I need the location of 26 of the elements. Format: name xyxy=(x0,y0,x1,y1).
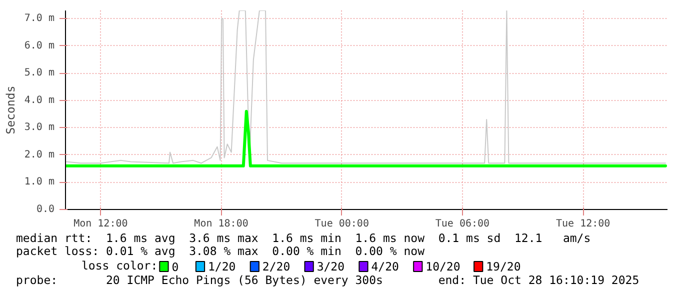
y-tick-label: 6.0 m xyxy=(24,40,55,52)
legend-label: 0 xyxy=(172,260,179,274)
text: probe: 20 ICMP Echo Pings (56 Bytes) every 300s end: Tue Oct 28 16:10:19 2025 xyxy=(16,273,640,287)
line-series xyxy=(66,10,666,164)
text: median rtt: 1.6 ms avg 3.6 ms max 1.6 ms min 1.6 ms now 0.1 ms sd 12.1 am/s xyxy=(16,231,591,245)
x-tick-label: Tue 00:00 xyxy=(314,218,369,230)
y-tick-label: 4.0 m xyxy=(24,94,55,106)
text: packet loss: 0.01 % avg 3.08 % max 0.00 % min 0.00 % now xyxy=(16,244,424,258)
y-tick-label: 3.0 m xyxy=(24,122,55,134)
y-tick-label: 0.0 xyxy=(36,204,54,215)
x-tick-label: Mon 18:00 xyxy=(194,218,248,230)
legend-label: 1/20 xyxy=(208,260,236,274)
x-tick-label: Tue 06:00 xyxy=(435,218,490,230)
y-tick-label: 5.0 m xyxy=(24,68,55,79)
y-tick-label: 7.0 m xyxy=(24,13,55,24)
legend-label: 3/20 xyxy=(316,260,345,274)
y-tick-label: 2.0 m xyxy=(24,149,55,160)
legend-label: 2/20 xyxy=(262,260,290,274)
legend-label: 19/20 xyxy=(486,260,521,274)
legend-label: 10/20 xyxy=(426,260,460,274)
legend-label: 4/20 xyxy=(371,260,400,274)
x-tick-label: Mon 12:00 xyxy=(74,218,128,230)
legend-title: loss color: xyxy=(82,258,158,272)
y-tick-label: 1.0 m xyxy=(24,176,55,188)
y-axis-title: Seconds xyxy=(3,86,18,134)
x-tick-label: Tue 12:00 xyxy=(556,218,610,230)
